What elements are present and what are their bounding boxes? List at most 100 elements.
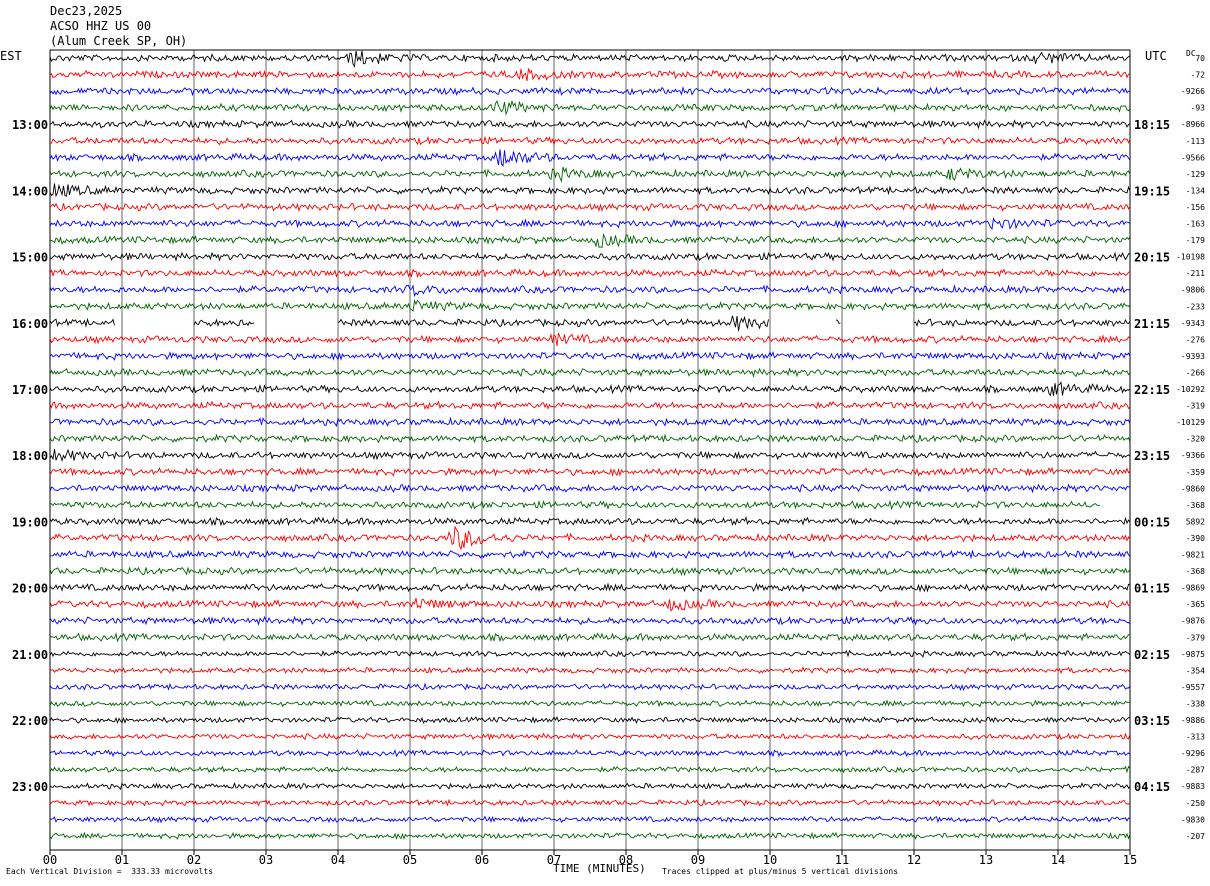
plot-date: Dec23,2025 (50, 4, 123, 18)
hour-label-utc-21:15: 21:15 (1134, 317, 1170, 331)
x-tick-label-08: 08 (619, 853, 633, 867)
trace-row-7 (49, 166, 1131, 183)
x-tick-label-04: 04 (331, 853, 345, 867)
dc-offset-4: -8966 (1181, 120, 1205, 129)
trace-row-2 (49, 85, 1131, 97)
trace-row-3 (49, 99, 1131, 116)
dc-offset-37: -354 (1186, 666, 1205, 675)
dc-offset-44: -9883 (1181, 782, 1205, 791)
trace-row-15 (49, 299, 1131, 312)
trace-row-39 (49, 699, 1131, 708)
trace-row-40 (49, 715, 1131, 724)
trace-row-31 (49, 566, 1131, 577)
dc-offset-35: -379 (1186, 633, 1205, 642)
dc-offset-29: -390 (1186, 534, 1205, 543)
dc-offset-6: -9566 (1181, 153, 1205, 162)
trace-row-1 (49, 68, 1131, 81)
scale-note: Each Vertical Division = 333.33 microvol… (6, 867, 214, 876)
dc-offset-24: -9366 (1181, 451, 1205, 460)
x-tick-label-09: 09 (691, 853, 705, 867)
dc-offset-25: -359 (1186, 468, 1205, 477)
trace-row-41 (49, 732, 1131, 741)
trace-row-35 (49, 632, 1131, 643)
dc-offset-27: -368 (1186, 501, 1205, 510)
x-tick-label-05: 05 (403, 853, 417, 867)
label-layer: 00 01 02 03 04 05 06 07 08 09 10 11 12 13 14 15 70 -72 -92… (12, 54, 1205, 867)
clip-note: Traces clipped at plus/minus 5 vertical … (662, 867, 899, 876)
x-tick-label-14: 14 (1051, 853, 1065, 867)
x-tick-label-10: 10 (763, 853, 777, 867)
hour-label-est-15:00: 15:00 (12, 251, 48, 265)
trace-layer (49, 50, 1131, 840)
station-code: ACSO HHZ US 00 (50, 19, 152, 33)
hour-label-utc-03:15: 03:15 (1134, 714, 1170, 728)
dc-offset-28: 5892 (1186, 517, 1205, 526)
hour-label-est-22:00: 22:00 (12, 714, 48, 728)
dc-offset-39: -338 (1186, 699, 1205, 708)
dc-offset-34: -9876 (1181, 617, 1205, 626)
hour-label-est-14:00: 14:00 (12, 184, 48, 198)
trace-row-45 (49, 798, 1131, 807)
dc-offset-5: -113 (1186, 137, 1205, 146)
dc-offset-20: -10292 (1176, 385, 1205, 394)
dc-offset-1: -72 (1191, 71, 1206, 80)
station-location: (Alum Creek SP, OH) (50, 34, 188, 48)
hour-label-utc-04:15: 04:15 (1134, 780, 1170, 794)
hour-label-utc-18:15: 18:15 (1134, 118, 1170, 132)
dc-offset-23: -320 (1186, 435, 1205, 444)
dc-offset-2: -9266 (1181, 87, 1205, 96)
trace-row-33 (49, 597, 1131, 612)
dc-offset-32: -9869 (1181, 584, 1205, 593)
dc-offset-17: -276 (1186, 335, 1205, 344)
hour-label-est-21:00: 21:00 (12, 648, 48, 662)
dc-offset-45: -250 (1186, 799, 1205, 808)
x-axis-title: TIME (MINUTES) (553, 862, 646, 875)
hour-label-utc-02:15: 02:15 (1134, 648, 1170, 662)
trace-row-34 (49, 615, 1131, 626)
trace-row-22 (49, 416, 1131, 428)
trace-row-26 (49, 483, 1131, 494)
trace-row-25 (49, 466, 1131, 477)
x-tick-label-12: 12 (907, 853, 921, 867)
hour-label-est-16:00: 16:00 (12, 317, 48, 331)
hour-label-utc-22:15: 22:15 (1134, 383, 1170, 397)
x-tick-label-07: 07 (547, 853, 561, 867)
trace-row-44 (49, 781, 1131, 791)
dc-offset-41: -313 (1186, 733, 1205, 742)
trace-row-12 (49, 251, 1131, 262)
right-timezone-label: UTC (1145, 49, 1167, 63)
dc-offset-11: -179 (1186, 236, 1205, 245)
dc-offset-14: -9806 (1181, 286, 1205, 295)
hour-label-utc-00:15: 00:15 (1134, 515, 1170, 529)
x-tick-label-13: 13 (979, 853, 993, 867)
x-tick-label-00: 00 (43, 853, 57, 867)
trace-row-8 (49, 183, 1131, 198)
dc-offset-7: -129 (1186, 170, 1205, 179)
hour-label-utc-19:15: 19:15 (1134, 184, 1170, 198)
dc-offset-0: 70 (1195, 54, 1205, 63)
dc-offset-8: -134 (1186, 186, 1205, 195)
dc-offset-16: -9343 (1181, 319, 1205, 328)
dc-offset-38: -9557 (1181, 683, 1205, 692)
trace-row-30 (50, 549, 1131, 560)
trace-row-36 (49, 649, 1131, 658)
x-tick-label-15: 15 (1123, 853, 1137, 867)
left-timezone-label: EST (0, 49, 22, 63)
dc-offset-26: -9860 (1181, 484, 1205, 493)
dc-offset-22: -10129 (1176, 418, 1205, 427)
trace-row-17 (49, 332, 1131, 346)
trace-row-21 (49, 400, 1131, 411)
hour-label-utc-20:15: 20:15 (1134, 251, 1170, 265)
dc-offset-18: -9393 (1181, 352, 1205, 361)
dc-offset-36: -9875 (1181, 650, 1205, 659)
trace-row-5 (49, 135, 1131, 147)
hour-label-est-23:00: 23:00 (12, 780, 48, 794)
trace-row-29 (49, 525, 1131, 551)
hour-label-utc-01:15: 01:15 (1134, 582, 1170, 596)
x-tick-label-02: 02 (187, 853, 201, 867)
trace-row-9 (49, 202, 1131, 213)
trace-row-18 (49, 350, 1131, 361)
dc-offset-3: -93 (1191, 104, 1206, 113)
trace-row-10 (49, 217, 1131, 230)
